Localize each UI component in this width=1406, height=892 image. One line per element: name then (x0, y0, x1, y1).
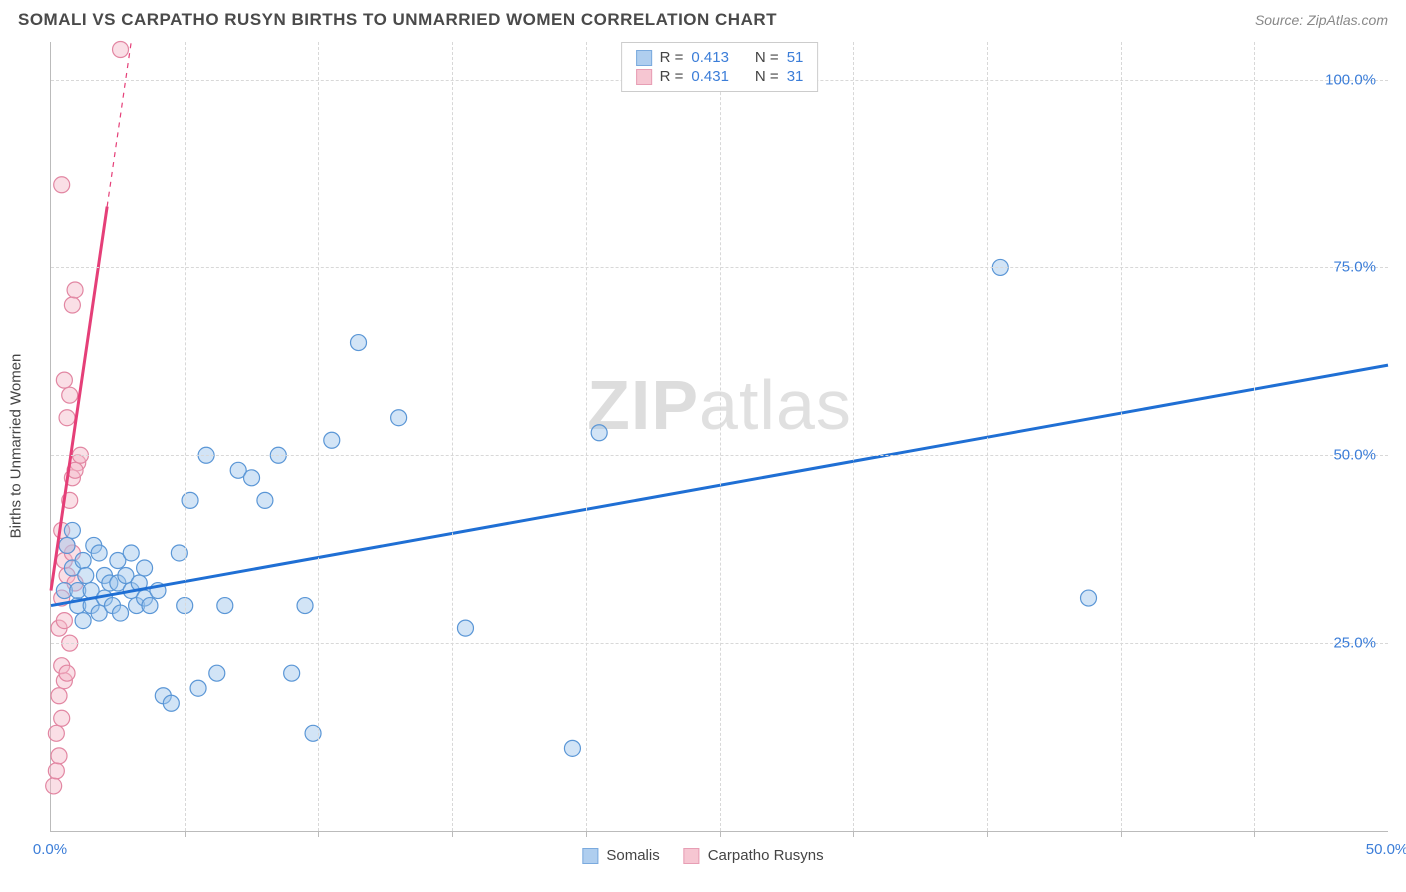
data-point (391, 410, 407, 426)
scatter-chart: ZIPatlas R =0.413N =51R =0.431N =31 (50, 42, 1388, 832)
legend-n-value: 31 (787, 68, 804, 85)
gridline (853, 42, 854, 831)
legend-row: R = 0.431 N = 31 (636, 67, 804, 86)
gridline (720, 42, 721, 831)
x-tick-label: 0.0% (33, 841, 67, 858)
legend-r-label: R = (660, 49, 684, 66)
data-point (217, 598, 233, 614)
gridline (185, 42, 186, 831)
legend-r-label: R = (660, 68, 684, 85)
data-point (54, 177, 70, 193)
data-point (297, 598, 313, 614)
data-point (59, 410, 75, 426)
data-point (48, 763, 64, 779)
data-point (123, 545, 139, 561)
data-point (113, 605, 129, 621)
data-point (163, 695, 179, 711)
x-tick-mark (1254, 831, 1255, 837)
data-point (457, 620, 473, 636)
legend-swatch (636, 69, 652, 85)
data-point (75, 552, 91, 568)
x-tick-mark (586, 831, 587, 837)
data-point (244, 470, 260, 486)
data-point (113, 42, 129, 58)
y-tick-label: 25.0% (1333, 635, 1376, 652)
x-tick-mark (1121, 831, 1122, 837)
data-point (64, 297, 80, 313)
data-point (48, 725, 64, 741)
legend-r-value: 0.431 (691, 68, 729, 85)
gridline (586, 42, 587, 831)
y-tick-label: 75.0% (1333, 259, 1376, 276)
y-axis-label: Births to Unmarried Women (8, 354, 25, 539)
source-name: ZipAtlas.com (1307, 12, 1388, 28)
data-point (1081, 590, 1097, 606)
data-point (324, 432, 340, 448)
y-tick-label: 100.0% (1325, 71, 1376, 88)
legend-row: R = 0.413 N = 51 (636, 48, 804, 67)
data-point (564, 740, 580, 756)
data-point (59, 537, 75, 553)
gridline (452, 42, 453, 831)
gridline (1121, 42, 1122, 831)
x-tick-mark (853, 831, 854, 837)
y-tick-label: 50.0% (1333, 447, 1376, 464)
data-point (59, 665, 75, 681)
legend-series-name: Somalis (606, 847, 659, 864)
x-tick-label: 50.0% (1366, 841, 1406, 858)
source-prefix: Source: (1255, 12, 1307, 28)
data-point (591, 425, 607, 441)
data-point (257, 492, 273, 508)
trend-line-extrapolated (107, 42, 131, 207)
data-point (64, 522, 80, 538)
legend-item: Carpatho Rusyns (684, 847, 824, 864)
x-tick-mark (720, 831, 721, 837)
data-point (284, 665, 300, 681)
data-point (51, 748, 67, 764)
gridline (987, 42, 988, 831)
gridline (1254, 42, 1255, 831)
legend-swatch (684, 848, 700, 864)
legend-n-label: N = (755, 68, 779, 85)
data-point (67, 282, 83, 298)
x-tick-mark (318, 831, 319, 837)
data-point (46, 778, 62, 794)
data-point (190, 680, 206, 696)
data-point (51, 688, 67, 704)
data-point (91, 545, 107, 561)
data-point (62, 387, 78, 403)
legend-series-name: Carpatho Rusyns (708, 847, 824, 864)
x-tick-mark (452, 831, 453, 837)
x-tick-mark (185, 831, 186, 837)
data-point (54, 710, 70, 726)
legend-n-value: 51 (787, 49, 804, 66)
legend-swatch (582, 848, 598, 864)
data-point (78, 568, 94, 584)
data-point (351, 335, 367, 351)
source-attribution: Source: ZipAtlas.com (1255, 12, 1388, 28)
series-legend: Somalis Carpatho Rusyns (582, 847, 823, 864)
chart-title: SOMALI VS CARPATHO RUSYN BIRTHS TO UNMAR… (18, 10, 777, 30)
data-point (209, 665, 225, 681)
legend-n-label: N = (755, 49, 779, 66)
data-point (56, 372, 72, 388)
data-point (137, 560, 153, 576)
data-point (142, 598, 158, 614)
gridline (318, 42, 319, 831)
legend-r-value: 0.413 (691, 49, 729, 66)
legend-swatch (636, 50, 652, 66)
data-point (75, 613, 91, 629)
data-point (56, 613, 72, 629)
correlation-legend: R = 0.413 N = 51 R = 0.431 N = 31 (621, 42, 819, 92)
x-tick-mark (987, 831, 988, 837)
legend-item: Somalis (582, 847, 659, 864)
